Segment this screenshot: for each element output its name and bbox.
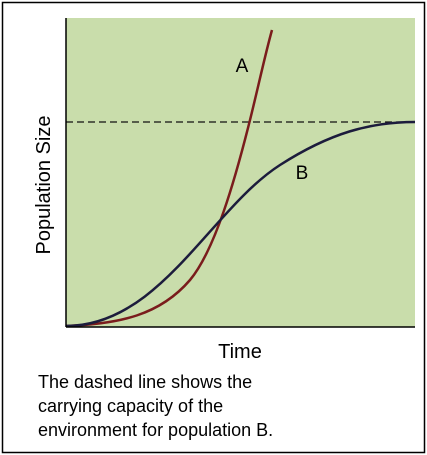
caption-line: environment for population B.	[38, 420, 273, 440]
plot-area	[66, 18, 415, 327]
y-axis-label: Population Size	[33, 116, 55, 255]
x-axis-label: Time	[218, 341, 262, 363]
curve-a-label: A	[236, 56, 249, 77]
curve-b	[65, 120, 416, 328]
caption-line: The dashed line shows the	[38, 372, 252, 392]
caption-line: carrying capacity of the	[38, 396, 223, 416]
curve-b-label: B	[296, 163, 309, 184]
curve-a	[65, 29, 274, 328]
